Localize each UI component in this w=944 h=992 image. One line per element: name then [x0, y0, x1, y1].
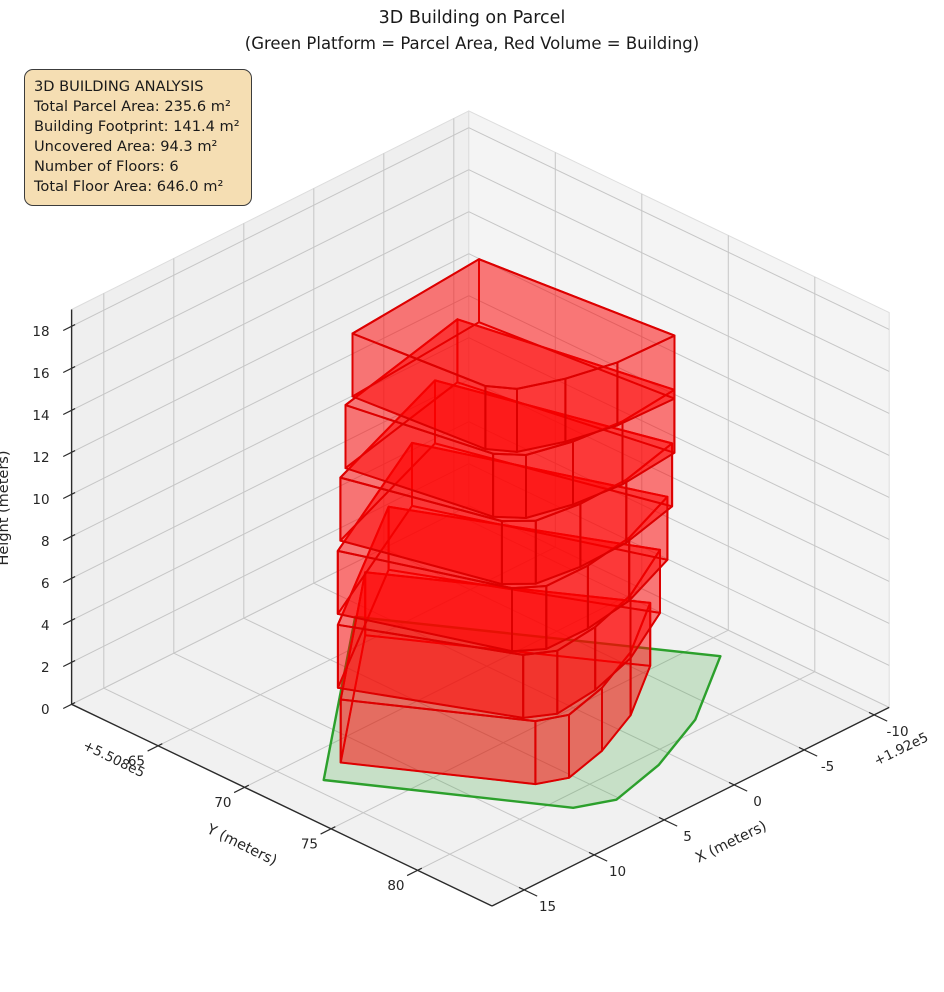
grid-z-right	[468, 295, 890, 498]
x-tick-label: 15	[539, 899, 556, 915]
grid-z-left	[71, 463, 470, 663]
grid-z-right	[468, 421, 890, 624]
y-tick	[147, 743, 163, 752]
x-tick-label: -10	[887, 724, 909, 740]
x-tick-label: 5	[683, 829, 692, 845]
grid-z-left	[71, 211, 470, 411]
grid-z-right	[468, 463, 890, 666]
building-floor-2-wall	[511, 585, 548, 653]
z-tick-label: 0	[41, 702, 50, 718]
building-floor-0-wall	[534, 713, 570, 786]
z-tick-label: 16	[32, 366, 49, 382]
grid-z-left	[71, 337, 470, 537]
info-line-heading: 3D BUILDING ANALYSIS	[34, 78, 204, 95]
z-tick	[62, 324, 76, 332]
grid-y-floor	[244, 588, 643, 788]
x-tick	[658, 816, 678, 827]
building-floor-5-wall	[516, 377, 567, 453]
z-tick	[62, 492, 76, 500]
y-tick	[406, 867, 423, 877]
info-line-parcel: Total Parcel Area: 235.6 m²	[34, 98, 231, 115]
z-tick-label: 4	[41, 618, 50, 634]
x-tick	[868, 711, 888, 722]
y-tick	[320, 826, 336, 835]
z-tick	[62, 534, 76, 542]
grid-x-floor	[173, 652, 595, 856]
info-line-floorarea: Total Floor Area: 646.0 m²	[34, 178, 224, 195]
grid-z-left	[71, 169, 470, 369]
x-tick-label: -5	[821, 759, 834, 775]
y-tick-label: 80	[387, 878, 404, 894]
z-tick-label: 8	[41, 534, 50, 550]
grid-z-left	[71, 253, 470, 453]
grid-z-right	[468, 169, 890, 372]
y-tick-label: 70	[214, 795, 231, 811]
grid-z-left	[71, 421, 470, 621]
z-tick	[62, 408, 76, 416]
grid-y-floor	[330, 629, 729, 830]
y-tick-label: 75	[301, 837, 318, 853]
x-tick	[588, 851, 608, 862]
grid-z-right	[468, 505, 890, 708]
grid-z-right	[468, 211, 890, 414]
grid-z-right	[468, 337, 890, 540]
z-tick-label: 14	[32, 408, 49, 424]
x-tick	[728, 781, 748, 792]
grid-z-left	[71, 505, 470, 705]
building-floor-3-wall	[500, 519, 537, 586]
y-tick	[233, 784, 250, 794]
x-axis-label: X (meters)	[693, 818, 769, 866]
grid-x-floor	[453, 512, 875, 716]
grid-z-right	[468, 253, 890, 456]
x-tick	[518, 886, 538, 897]
grid-z-right	[468, 379, 890, 582]
grid-z-left	[71, 295, 470, 495]
plot-title: 3D Building on Parcel	[378, 8, 566, 28]
z-axis-label: Height (meters)	[0, 450, 12, 565]
y-axis-label: Y (meters)	[203, 821, 279, 869]
z-tick-label: 2	[41, 660, 50, 676]
grid-y-floor	[417, 671, 816, 871]
z-tick-label: 12	[32, 450, 49, 466]
grid-x-floor	[243, 617, 665, 821]
grid-z-right	[468, 127, 890, 330]
z-tick	[62, 576, 76, 584]
info-line-footprint: Building Footprint: 141.4 m²	[34, 118, 240, 135]
z-tick	[62, 618, 76, 626]
analysis-info-box: 3D BUILDING ANALYSIS Total Parcel Area: …	[24, 69, 252, 206]
z-tick-label: 10	[32, 492, 49, 508]
z-tick	[62, 702, 76, 710]
building-floor-5-top	[351, 258, 676, 390]
info-line-floors: Number of Floors: 6	[34, 158, 179, 175]
grid-x-floor	[103, 687, 525, 891]
info-line-uncovered: Uncovered Area: 94.3 m²	[34, 138, 218, 155]
z-tick-label: 6	[41, 576, 50, 592]
x-tick-label: 10	[609, 864, 626, 880]
y-tick-label: 65	[128, 754, 145, 770]
z-tick	[62, 366, 76, 374]
x-tick-label: 0	[753, 794, 762, 810]
z-tick	[62, 450, 76, 458]
building-floor-5-wall	[484, 385, 518, 453]
building-floor-1-wall	[522, 649, 559, 719]
y-axis-line	[71, 703, 493, 907]
x-axis-line	[491, 706, 890, 907]
grid-z-left	[71, 127, 470, 327]
x-tick	[798, 746, 818, 757]
plot-subtitle: (Green Platform = Parcel Area, Red Volum…	[244, 34, 700, 53]
z-tick	[62, 660, 76, 668]
building-floor-4-wall	[492, 452, 527, 519]
z-tick-label: 18	[32, 324, 49, 340]
